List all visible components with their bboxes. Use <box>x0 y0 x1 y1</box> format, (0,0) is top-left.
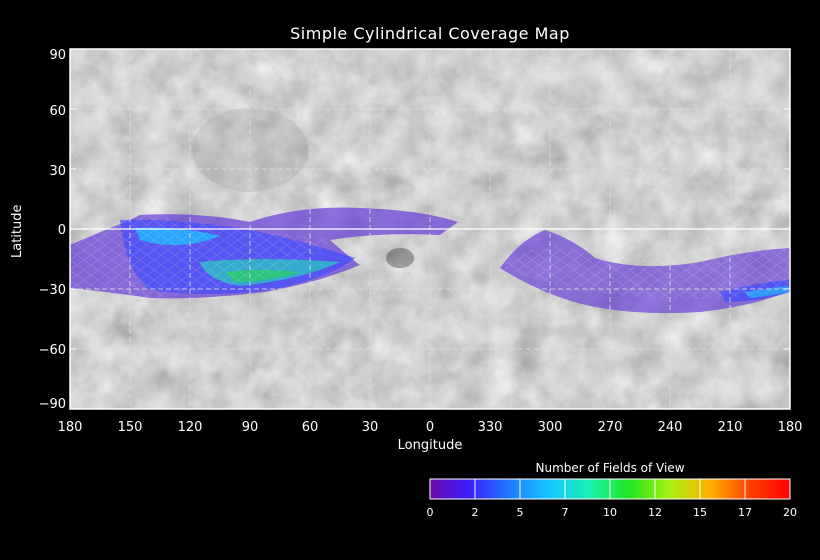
y-tick-label: 60 <box>49 104 66 119</box>
x-tick-label: 120 <box>177 420 203 435</box>
y-tick-label: 90 <box>49 48 66 63</box>
colorbar-tick-label: 20 <box>783 506 797 519</box>
colorbar-tick-label: 12 <box>648 506 662 519</box>
coverage-swath-west <box>70 207 458 299</box>
x-tick-label: 60 <box>301 420 319 435</box>
x-tick-label: 180 <box>777 420 803 435</box>
colorbar-tick-label: 2 <box>471 506 479 519</box>
x-tick-label: 30 <box>361 420 379 435</box>
colorbar-tick-label: 15 <box>693 506 707 519</box>
x-tick-label: 150 <box>117 420 143 435</box>
y-tick-marks <box>70 48 790 410</box>
y-tick-label: 30 <box>49 164 66 179</box>
y-tick-label: −90 <box>38 397 66 412</box>
map-title: Simple Cylindrical Coverage Map <box>290 24 570 43</box>
x-tick-label: 300 <box>537 420 563 435</box>
x-tick-label: 90 <box>241 420 259 435</box>
x-tick-label: 270 <box>597 420 623 435</box>
colorbar-tick-label: 10 <box>603 506 617 519</box>
colorbar-title: Number of Fields of View <box>535 461 685 475</box>
colorbar-tick-label: 17 <box>738 506 752 519</box>
colorbar-tick-label: 5 <box>516 506 524 519</box>
coverage-swath-east <box>500 230 790 314</box>
y-tick-label: 0 <box>57 223 66 238</box>
y-tick-label: −30 <box>38 283 66 298</box>
colorbar-tick-label: 7 <box>561 506 569 519</box>
x-tick-label: 240 <box>657 420 683 435</box>
x-tick-label: 330 <box>477 420 503 435</box>
x-tick-label: 180 <box>57 420 83 435</box>
colorbar-tick-label: 0 <box>426 506 434 519</box>
terrain-feature <box>555 368 625 392</box>
y-tick-label: −60 <box>38 343 66 358</box>
terrain-feature <box>386 248 414 268</box>
x-tick-label: 210 <box>717 420 743 435</box>
colorbar <box>429 478 791 500</box>
x-axis-label: Longitude <box>397 438 463 453</box>
x-tick-label: 0 <box>425 420 435 435</box>
